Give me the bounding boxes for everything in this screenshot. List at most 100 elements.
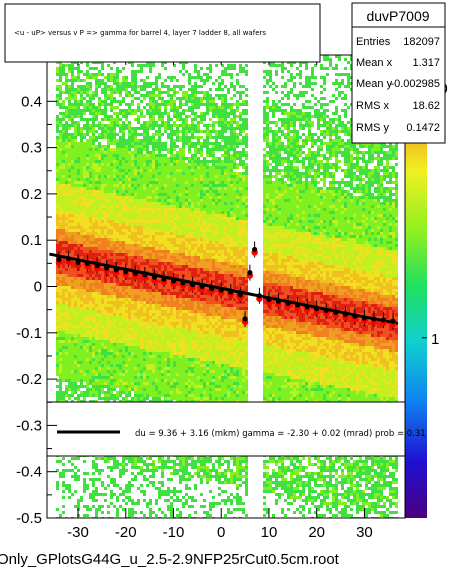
heatmap-cell bbox=[149, 151, 152, 154]
heatmap-cell bbox=[104, 328, 107, 331]
heatmap-cell bbox=[77, 313, 80, 316]
heatmap-cell bbox=[140, 253, 143, 256]
heatmap-cell bbox=[113, 295, 116, 298]
heatmap-cell bbox=[59, 163, 62, 166]
heatmap-cell bbox=[65, 376, 68, 379]
heatmap-cell bbox=[80, 115, 83, 118]
heatmap-cell bbox=[173, 175, 176, 178]
heatmap-cell bbox=[131, 331, 134, 334]
heatmap-cell bbox=[71, 241, 74, 244]
heatmap-cell bbox=[152, 172, 155, 175]
heatmap-cell bbox=[86, 253, 89, 256]
heatmap-cell bbox=[65, 241, 68, 244]
heatmap-cell bbox=[161, 370, 164, 373]
heatmap-cell bbox=[83, 133, 86, 136]
heatmap-cell bbox=[119, 136, 122, 139]
heatmap-cell bbox=[134, 211, 137, 214]
heatmap-cell bbox=[128, 154, 131, 157]
heatmap-cell bbox=[155, 199, 158, 202]
heatmap-cell bbox=[95, 331, 98, 334]
heatmap-cell bbox=[65, 469, 68, 472]
heatmap-cell bbox=[83, 316, 86, 319]
heatmap-cell bbox=[137, 181, 140, 184]
heatmap-cell bbox=[146, 181, 149, 184]
heatmap-cell bbox=[128, 112, 131, 115]
heatmap-cell bbox=[164, 388, 167, 391]
heatmap-cell bbox=[146, 163, 149, 166]
heatmap-cell bbox=[74, 103, 77, 106]
heatmap-cell bbox=[137, 358, 140, 361]
heatmap-cell bbox=[125, 202, 128, 205]
heatmap-cell bbox=[113, 328, 116, 331]
heatmap-cell bbox=[143, 388, 146, 391]
heatmap-cell bbox=[86, 178, 89, 181]
heatmap-cell bbox=[77, 196, 80, 199]
heatmap-cell bbox=[143, 178, 146, 181]
heatmap-cell bbox=[122, 460, 125, 463]
heatmap-cell bbox=[71, 316, 74, 319]
heatmap-cell bbox=[116, 367, 119, 370]
heatmap-cell bbox=[140, 457, 143, 460]
heatmap-cell bbox=[170, 316, 173, 319]
heatmap-cell bbox=[128, 109, 131, 112]
heatmap-cell bbox=[134, 142, 137, 145]
heatmap-cell bbox=[170, 187, 173, 190]
heatmap-cell bbox=[167, 280, 170, 283]
heatmap-cell bbox=[74, 211, 77, 214]
heatmap-cell bbox=[83, 331, 86, 334]
heatmap-cell bbox=[167, 313, 170, 316]
heatmap-cell bbox=[125, 157, 128, 160]
heatmap-cell bbox=[125, 178, 128, 181]
heatmap-cell bbox=[122, 307, 125, 310]
heatmap-cell bbox=[161, 229, 164, 232]
heatmap-cell bbox=[125, 208, 128, 211]
heatmap-cell bbox=[107, 184, 110, 187]
heatmap-cell bbox=[77, 226, 80, 229]
heatmap-cell bbox=[62, 163, 65, 166]
heatmap-cell bbox=[80, 130, 83, 133]
heatmap-cell bbox=[56, 481, 59, 484]
heatmap-cell bbox=[80, 331, 83, 334]
heatmap-cell bbox=[143, 346, 146, 349]
heatmap-cell bbox=[131, 70, 134, 73]
heatmap-cell bbox=[116, 214, 119, 217]
heatmap-cell bbox=[86, 289, 89, 292]
heatmap-cell bbox=[95, 190, 98, 193]
heatmap-cell bbox=[146, 217, 149, 220]
heatmap-cell bbox=[62, 307, 65, 310]
heatmap-cell bbox=[128, 277, 131, 280]
heatmap-cell bbox=[83, 184, 86, 187]
heatmap-cell bbox=[164, 106, 167, 109]
heatmap-cell bbox=[80, 253, 83, 256]
heatmap-cell bbox=[155, 382, 158, 385]
heatmap-cell bbox=[95, 463, 98, 466]
heatmap-cell bbox=[125, 391, 128, 394]
heatmap-cell bbox=[158, 493, 161, 496]
heatmap-cell bbox=[56, 142, 59, 145]
heatmap-cell bbox=[149, 103, 152, 106]
heatmap-cell bbox=[107, 304, 110, 307]
heatmap-cell bbox=[161, 376, 164, 379]
heatmap-cell bbox=[134, 364, 137, 367]
heatmap-cell bbox=[110, 172, 113, 175]
heatmap-cell bbox=[146, 196, 149, 199]
heatmap-cell bbox=[140, 268, 143, 271]
heatmap-cell bbox=[167, 160, 170, 163]
heatmap-cell bbox=[92, 289, 95, 292]
heatmap-cell bbox=[137, 499, 140, 502]
heatmap-cell bbox=[113, 493, 116, 496]
heatmap-cell bbox=[101, 253, 104, 256]
heatmap-cell bbox=[56, 304, 59, 307]
heatmap-cell bbox=[77, 247, 80, 250]
heatmap-cell bbox=[56, 316, 59, 319]
heatmap-cell bbox=[56, 70, 59, 73]
heatmap-cell bbox=[107, 331, 110, 334]
heatmap-cell bbox=[71, 346, 74, 349]
heatmap-cell bbox=[116, 280, 119, 283]
heatmap-cell bbox=[146, 382, 149, 385]
heatmap-cell bbox=[131, 88, 134, 91]
heatmap-cell bbox=[62, 304, 65, 307]
heatmap-cell bbox=[134, 511, 137, 514]
heatmap-cell bbox=[143, 331, 146, 334]
heatmap-cell bbox=[170, 217, 173, 220]
